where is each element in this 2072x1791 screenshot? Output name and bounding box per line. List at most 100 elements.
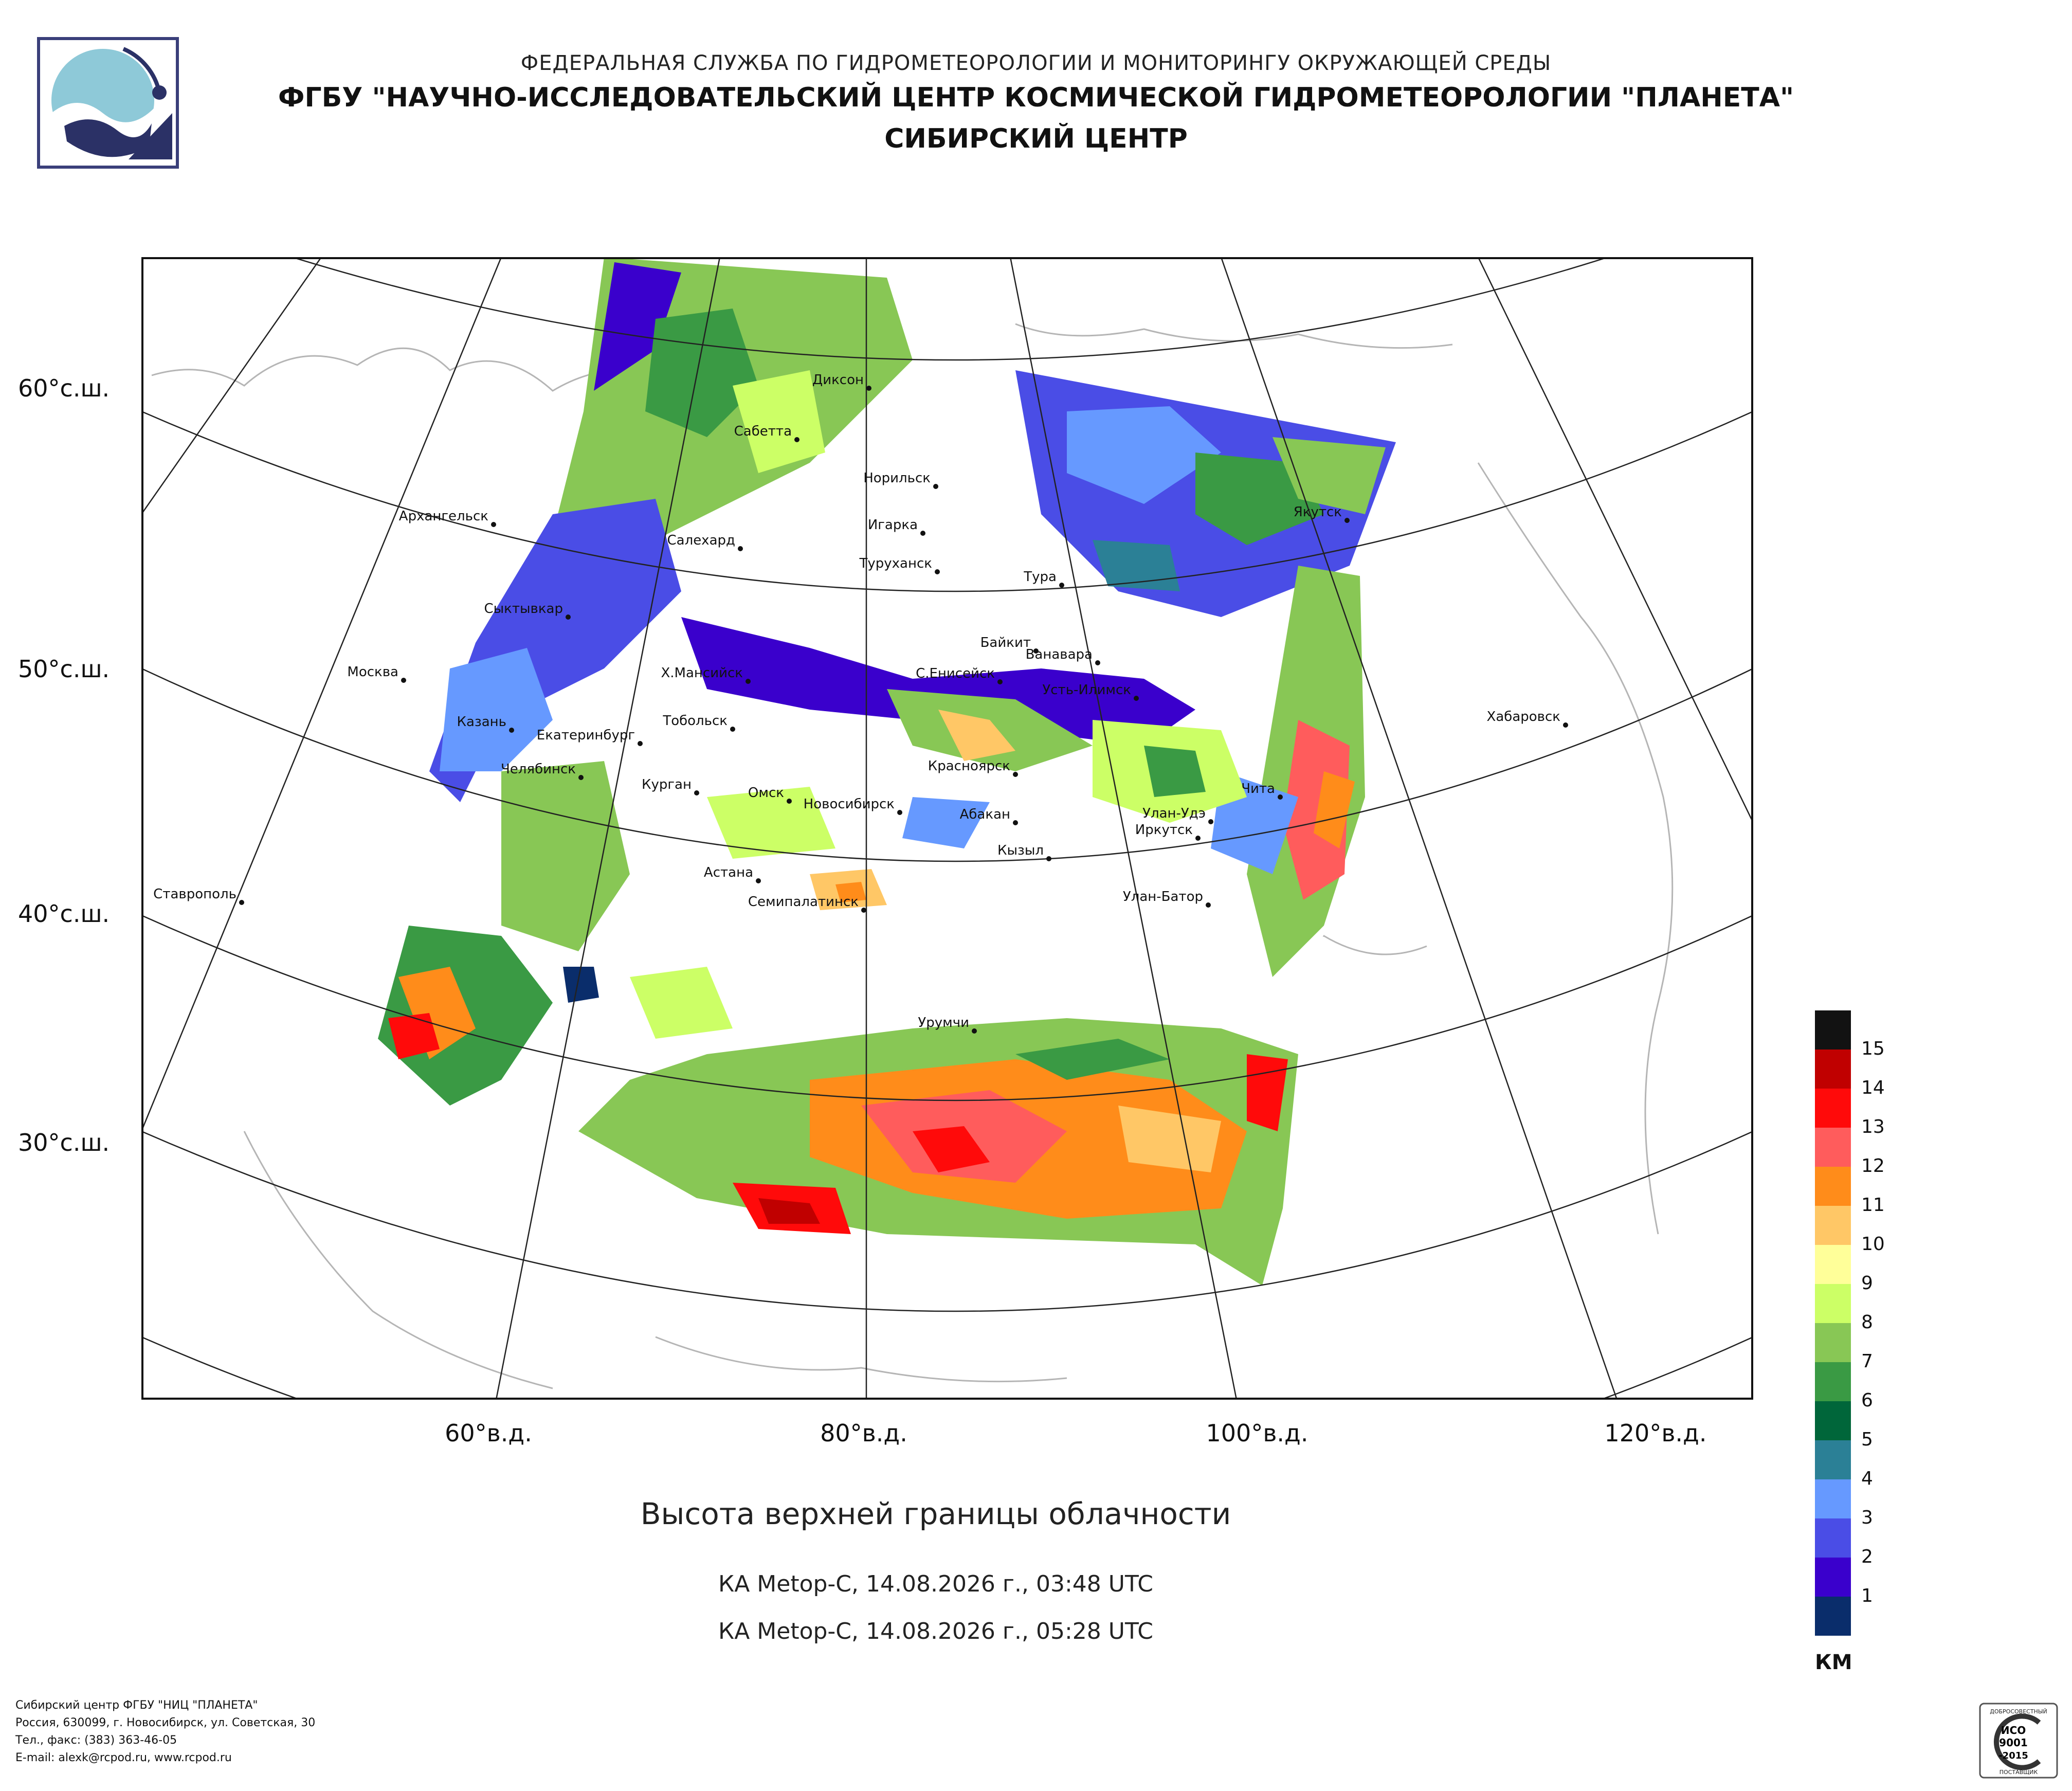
city-dot	[972, 1028, 977, 1034]
legend-label: 15	[1861, 1038, 1885, 1059]
legend-label: 9	[1861, 1273, 1873, 1294]
height-legend: 15 14 13 12 11 10 9 8 7 6 5 4 3 2 1	[1815, 1010, 1885, 1636]
city-dot	[1134, 696, 1139, 701]
footer-phone: Тел., факс: (383) 363-46-05	[15, 1734, 177, 1747]
city-label: Омск	[748, 785, 784, 801]
city-dot	[746, 679, 751, 684]
city-dot	[401, 678, 406, 683]
lat-label-40: 40°с.ш.	[18, 900, 110, 928]
city-label: Усть-Илимск	[1042, 682, 1131, 698]
city-label: Кызыл	[997, 843, 1044, 858]
city-label: Чита	[1241, 781, 1275, 797]
iso-line1: ИСО	[2001, 1724, 2026, 1736]
legend-label: 2	[1861, 1546, 1873, 1567]
city-label: Ванавара	[1026, 647, 1093, 662]
lat-label-50: 50°с.ш.	[18, 655, 110, 683]
city-label: Курган	[642, 777, 692, 792]
city-label: Диксон	[812, 372, 864, 388]
city-label: Игарка	[868, 517, 918, 533]
city-label: Норильск	[863, 471, 931, 486]
city-label: Урумчи	[918, 1015, 969, 1030]
product-title: Высота верхней границы облачности	[640, 1496, 1231, 1531]
city-dot	[738, 546, 743, 551]
legend-swatch	[1815, 1401, 1851, 1440]
city-label: Хабаровск	[1487, 709, 1560, 725]
city-dot	[897, 810, 902, 815]
city-label: Сыктывкар	[484, 601, 563, 617]
city-dot	[861, 908, 866, 913]
lon-label-80: 80°в.д.	[820, 1419, 907, 1447]
lon-label-60: 60°в.д.	[445, 1419, 532, 1447]
legend-label: 1	[1861, 1585, 1873, 1606]
city-label: Улан-Батор	[1123, 889, 1203, 904]
city-dot	[866, 386, 871, 391]
city-dot	[794, 437, 799, 442]
city-label: Челябинск	[501, 762, 576, 777]
legend-swatch	[1815, 1440, 1851, 1479]
city-dot	[756, 878, 761, 883]
legend-swatch	[1815, 1479, 1851, 1518]
legend-swatch	[1815, 1167, 1851, 1206]
iso-badge: ДОБРОСОВЕСТНЫЙ ИСО 9001 -2015 ПОСТАВЩИК	[1979, 1703, 2058, 1779]
city-dot	[1095, 660, 1100, 665]
city-label: Х.Мансийск	[661, 665, 743, 681]
legend-label: 14	[1861, 1077, 1885, 1098]
city-dot	[638, 741, 643, 746]
city-dot	[509, 728, 514, 733]
iso-line2: 9001	[1999, 1736, 2028, 1749]
city-dot	[1563, 722, 1568, 728]
legend-label: 5	[1861, 1429, 1873, 1450]
legend-swatch	[1815, 1089, 1851, 1128]
legend-swatch	[1815, 1597, 1851, 1636]
legend-label: 3	[1861, 1507, 1873, 1528]
iso-line3: -2015	[1998, 1750, 2028, 1761]
agency-name: ФЕДЕРАЛЬНАЯ СЛУЖБА ПО ГИДРОМЕТЕОРОЛОГИИ …	[520, 51, 1552, 75]
footer-org: Сибирский центр ФГБУ "НИЦ "ПЛАНЕТА"	[15, 1699, 258, 1712]
city-label: Туруханск	[859, 556, 932, 571]
footer-address: Россия, 630099, г. Новосибирск, ул. Сове…	[15, 1716, 316, 1729]
city-label: Казань	[457, 714, 506, 730]
city-label: Астана	[704, 865, 753, 880]
city-dot	[1208, 819, 1213, 824]
city-dot	[1206, 902, 1211, 908]
footer-email: E-mail: alexk@rcpod.ru, www.rcpod.ru	[15, 1751, 232, 1764]
legend-swatch	[1815, 1050, 1851, 1089]
legend-label: 12	[1861, 1155, 1885, 1177]
legend-swatch	[1815, 1010, 1851, 1050]
legend-label: 11	[1861, 1195, 1885, 1216]
city-label: Тобольск	[662, 713, 728, 729]
legend-label: 4	[1861, 1468, 1873, 1489]
lon-label-100: 100°в.д.	[1206, 1419, 1308, 1447]
city-dot	[787, 799, 792, 804]
city-dot	[1046, 856, 1051, 861]
city-label: Ставрополь	[153, 887, 237, 902]
city-dot	[1033, 648, 1039, 654]
city-label: Иркутск	[1135, 822, 1193, 838]
map-frame	[141, 257, 1753, 1400]
lon-label-120: 120°в.д.	[1604, 1419, 1707, 1447]
iso-top-text: ДОБРОСОВЕСТНЫЙ	[1990, 1708, 2047, 1715]
city-label: Байкит	[980, 635, 1031, 650]
city-label: Тура	[1023, 569, 1057, 585]
city-label: Архангельск	[399, 509, 488, 524]
legend-swatch	[1815, 1518, 1851, 1558]
city-label: Москва	[347, 664, 398, 680]
legend-swatch	[1815, 1245, 1851, 1284]
city-dot	[578, 775, 584, 780]
city-label: Екатеринбург	[537, 728, 635, 743]
legend-swatch	[1815, 1323, 1851, 1362]
pass-1: КА Metop-C, 14.08.2026 г., 03:48 UTC	[718, 1571, 1154, 1597]
legend-label: 7	[1861, 1351, 1873, 1372]
footer-contacts: Сибирский центр ФГБУ "НИЦ "ПЛАНЕТА" Росс…	[15, 1697, 315, 1767]
city-label: Улан-Удэ	[1142, 806, 1206, 821]
city-dot	[933, 484, 938, 489]
city-dot	[730, 727, 735, 732]
city-label: С.Енисейск	[916, 666, 995, 681]
legend-label: 8	[1861, 1312, 1873, 1333]
city-label: Красноярск	[928, 758, 1010, 774]
city-label: Абакан	[960, 807, 1010, 822]
city-dot	[1278, 794, 1283, 800]
iso-bottom-text: ПОСТАВЩИК	[2000, 1769, 2038, 1776]
center-name: ФГБУ "НАУЧНО-ИССЛЕДОВАТЕЛЬСКИЙ ЦЕНТР КОС…	[278, 82, 1794, 113]
lat-label-60: 60°с.ш.	[18, 374, 110, 402]
